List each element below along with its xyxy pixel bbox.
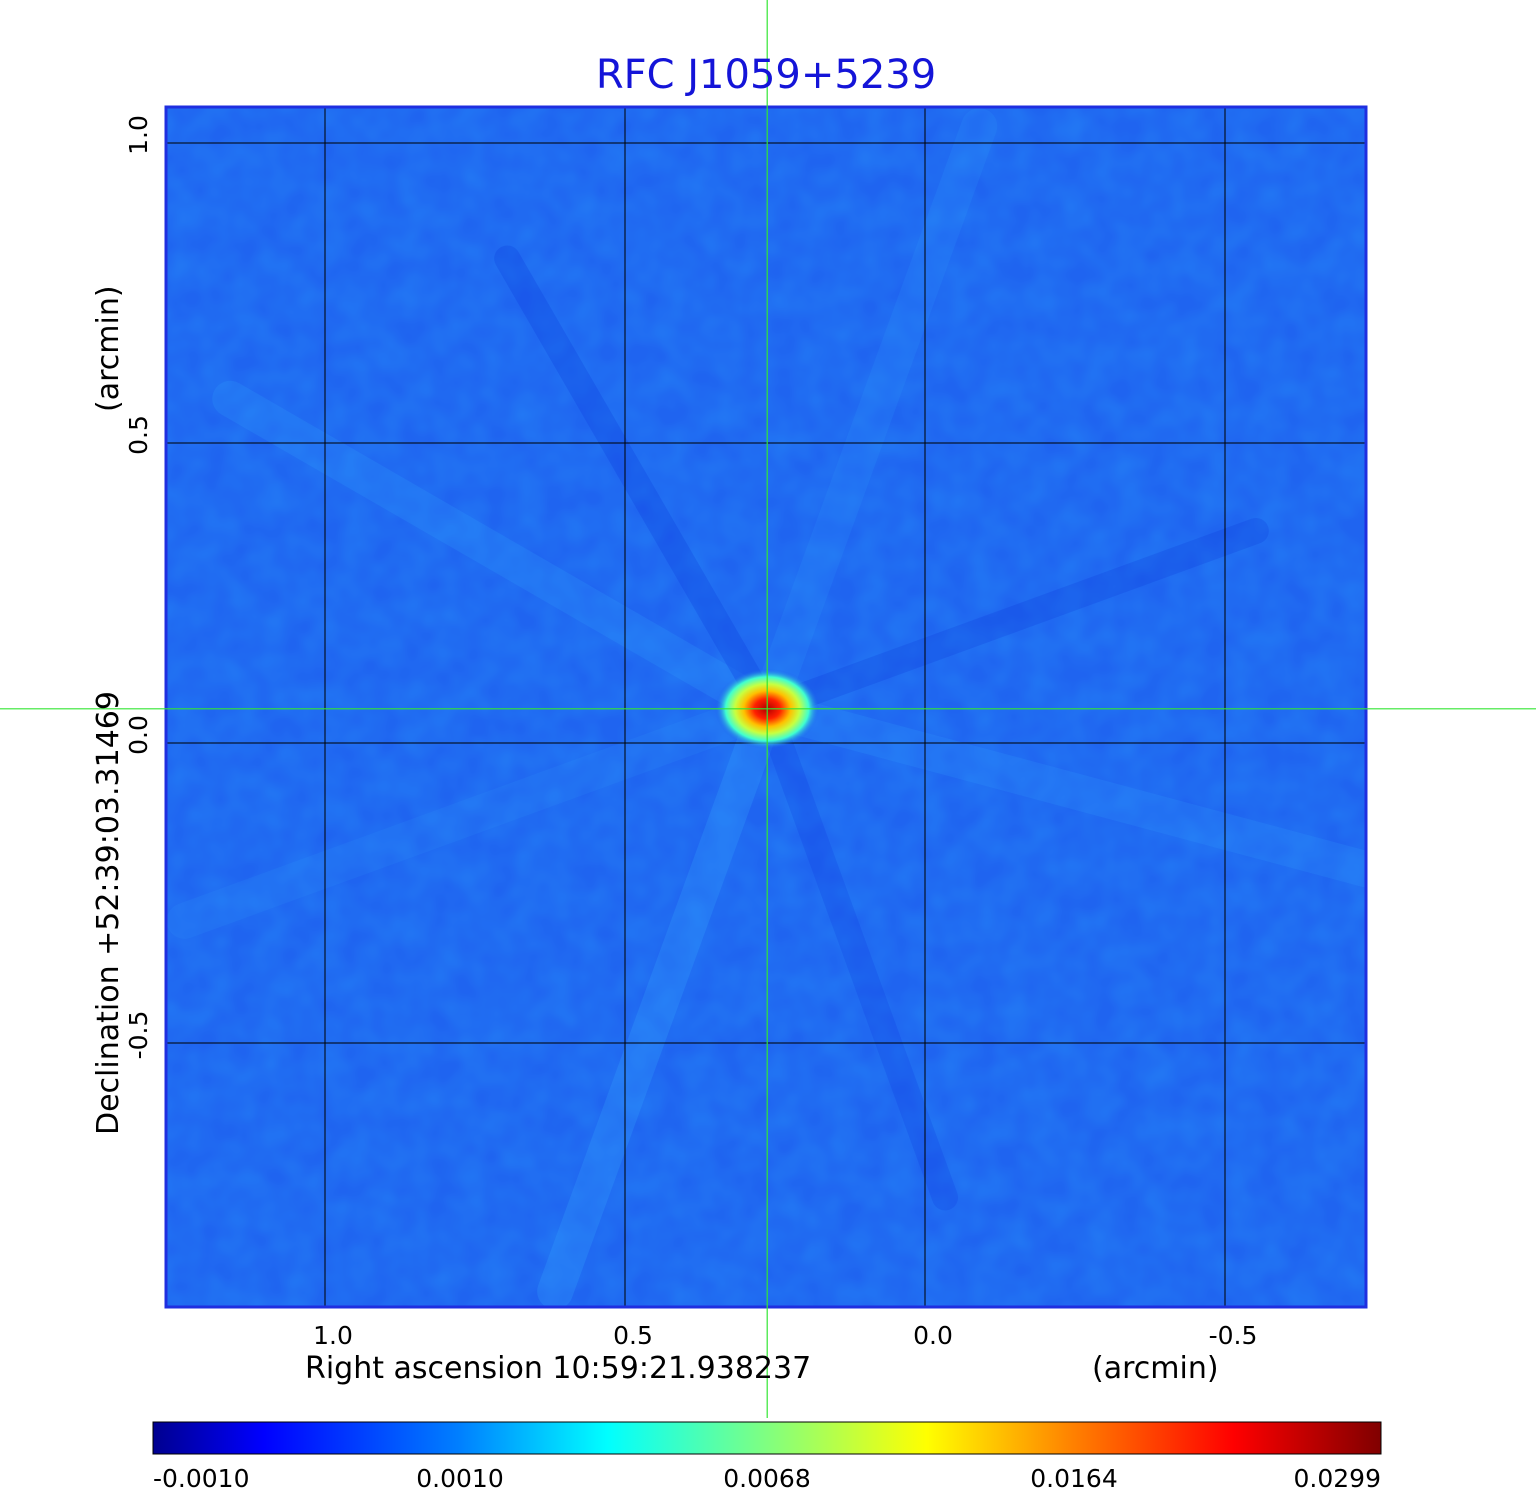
colorbar-tick-label: 0.0010 bbox=[416, 1464, 503, 1493]
sidelobe-streak-3 bbox=[749, 108, 998, 727]
sidelobe-dark-2 bbox=[754, 695, 959, 1211]
sidelobe-streak-4 bbox=[166, 690, 786, 939]
colorbar bbox=[152, 1421, 1382, 1455]
sidelobe-streak-0 bbox=[212, 380, 786, 727]
colorbar-tick-label: -0.0010 bbox=[153, 1464, 250, 1493]
colorbar-tick-label: 0.0068 bbox=[723, 1464, 810, 1493]
y-axis-label: Declination +52:39:03.31469 bbox=[91, 691, 126, 1135]
x-tick-labels: 1.0 0.5 0.0 -0.5 bbox=[313, 1321, 1257, 1350]
x-axis-unit: (arcmin) bbox=[1092, 1351, 1219, 1386]
colorbar-tick-label: 0.0164 bbox=[1030, 1464, 1117, 1493]
chart-title: RFC J1059+5239 bbox=[596, 52, 936, 98]
crosshair bbox=[0, 0, 1536, 1418]
y-tick-labels: 1.0 0.5 0.0 -0.5 bbox=[124, 115, 153, 1059]
colorbar-tick-labels: -0.0010 0.0010 0.0068 0.0164 0.0299 bbox=[153, 1464, 1381, 1493]
sidelobe-streak-2 bbox=[749, 690, 1366, 888]
x-tick-label: -0.5 bbox=[1209, 1321, 1258, 1350]
colorbar-tick-label: 0.0299 bbox=[1294, 1464, 1381, 1493]
plot-area bbox=[166, 107, 1366, 1307]
y-tick-label: 0.5 bbox=[124, 415, 153, 455]
y-tick-label: 1.0 bbox=[124, 115, 153, 155]
sidelobe-dark-0 bbox=[754, 517, 1269, 722]
y-tick-label: 0.0 bbox=[124, 715, 153, 755]
sidelobe-streak-1 bbox=[537, 690, 786, 1307]
x-tick-label: 0.5 bbox=[613, 1321, 653, 1350]
sidelobe-pattern bbox=[166, 108, 1366, 1307]
x-tick-label: 0.0 bbox=[913, 1321, 953, 1350]
x-axis-label: Right ascension 10:59:21.938237 bbox=[305, 1351, 811, 1386]
x-tick-label: 1.0 bbox=[313, 1321, 353, 1350]
y-axis-unit: (arcmin) bbox=[91, 285, 126, 412]
y-tick-label: -0.5 bbox=[124, 1011, 153, 1060]
sidelobe-dark-1 bbox=[494, 245, 781, 722]
grid-lines bbox=[166, 107, 1366, 1307]
plot-frame bbox=[164, 105, 1368, 1309]
